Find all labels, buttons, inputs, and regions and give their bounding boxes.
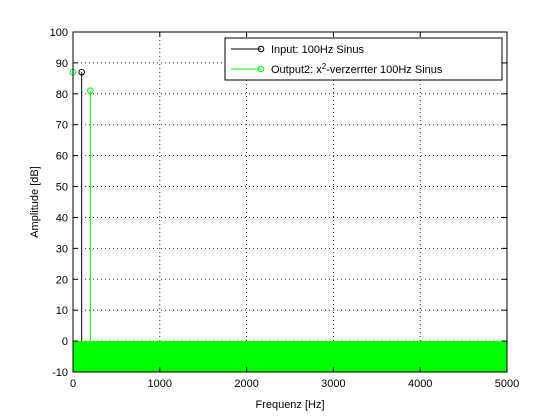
legend-marker	[257, 45, 265, 53]
y-tick-label: 60	[56, 151, 68, 163]
y-tick-label: 80	[56, 89, 68, 101]
y-tick-label: 40	[56, 212, 68, 224]
y-tick-label: 0	[62, 336, 68, 348]
tick-marks: 0 1000 2000 3000 4000 5000-100102030405060708…	[50, 27, 520, 390]
y-tick-label: 70	[56, 120, 68, 132]
legend-entry-label: Output2: x2-verzerrter 100Hz Sinus	[271, 62, 443, 76]
y-tick-label: 30	[56, 243, 68, 255]
stem-marker	[78, 68, 85, 76]
legend-marker	[257, 65, 265, 73]
plot-frame	[72, 31, 508, 373]
y-tick-label: 90	[56, 58, 68, 70]
noise-floor-band	[73, 341, 507, 372]
x-axis-label: Frequenz [Hz]	[255, 399, 324, 411]
x-tick-label: 2000	[234, 378, 258, 390]
x-tick-label: 4000	[408, 378, 432, 390]
x-tick-label: 5000	[495, 378, 519, 390]
x-tick-label: 1000	[148, 378, 172, 390]
y-axis-label: Amplitude [dB]	[29, 166, 41, 238]
legend: Input: 100Hz Sinus Output2: x2-verzerrter…	[224, 37, 503, 81]
y-tick-label: 10	[56, 305, 68, 317]
y-tick-label: 100	[50, 27, 68, 39]
y-tick-label: -10	[52, 367, 68, 379]
plot-area	[73, 32, 507, 372]
y-tick-label: 50	[56, 182, 68, 194]
legend-entry-label: Input: 100Hz Sinus	[271, 44, 364, 56]
legend-box	[224, 37, 503, 81]
stem-marker	[87, 87, 94, 95]
x-tick-label: 3000	[321, 378, 345, 390]
y-tick-label: 20	[56, 274, 68, 286]
x-tick-label: 0	[70, 378, 76, 390]
